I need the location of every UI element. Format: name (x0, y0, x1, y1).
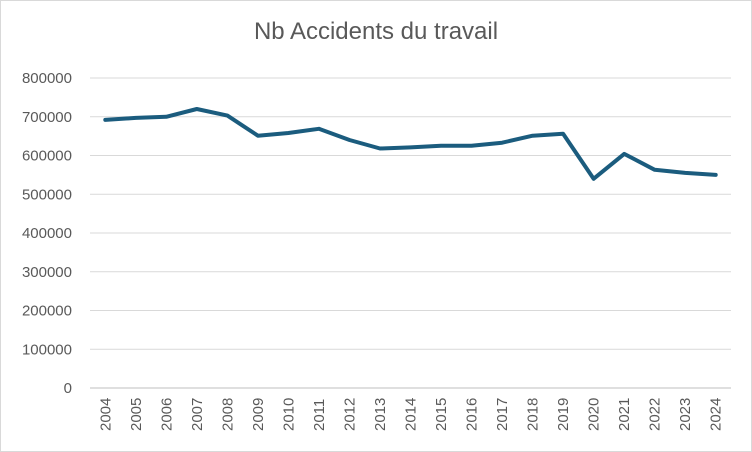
x-tick-label: 2016 (464, 398, 481, 431)
y-tick-label: 600000 (22, 148, 72, 165)
x-tick-label: 2012 (341, 398, 358, 431)
x-tick-label: 2017 (494, 398, 511, 431)
x-tick-label: 2004 (97, 398, 114, 431)
series-line (103, 107, 718, 181)
x-tick-label: 2009 (250, 398, 267, 431)
x-tick-label: 2018 (525, 398, 542, 431)
x-tick-label: 2007 (189, 398, 206, 431)
x-tick-label: 2008 (219, 398, 236, 431)
gridlines (90, 77, 731, 389)
chart-title: Nb Accidents du travail (253, 18, 499, 45)
x-tick-label: 2011 (311, 399, 328, 431)
x-tick-label: 2015 (433, 398, 450, 431)
x-tick-label: 2023 (677, 398, 694, 431)
x-tick-label: 2014 (403, 398, 420, 431)
x-tick-label: 2006 (158, 398, 175, 431)
y-tick-label: 500000 (22, 186, 72, 203)
y-axis-tick-labels: 0 100000 200000 300000 400000 500000 600000 700… (22, 70, 72, 397)
y-tick-label: 0 (64, 380, 72, 397)
x-tick-label: 2024 (708, 398, 725, 431)
y-tick-label: 100000 (22, 341, 72, 358)
x-tick-label: 2020 (586, 398, 603, 431)
y-tick-label: 800000 (22, 70, 72, 87)
y-tick-label: 200000 (22, 303, 72, 320)
x-tick-label: 2022 (647, 398, 664, 431)
y-tick-label: 400000 (22, 225, 72, 242)
y-tick-label: 300000 (22, 264, 72, 281)
x-axis-tick-labels: 2004 2005 2006 2007 2008 2009 2010 2011 2012 2013… (97, 398, 724, 431)
y-tick-label: 700000 (22, 109, 72, 126)
x-tick-label: 2005 (128, 398, 145, 431)
x-tick-label: 2010 (280, 398, 297, 431)
x-tick-label: 2021 (616, 398, 633, 431)
series-layer (103, 107, 718, 181)
x-tick-label: 2013 (372, 398, 389, 431)
x-tick-label: 2019 (555, 398, 572, 431)
